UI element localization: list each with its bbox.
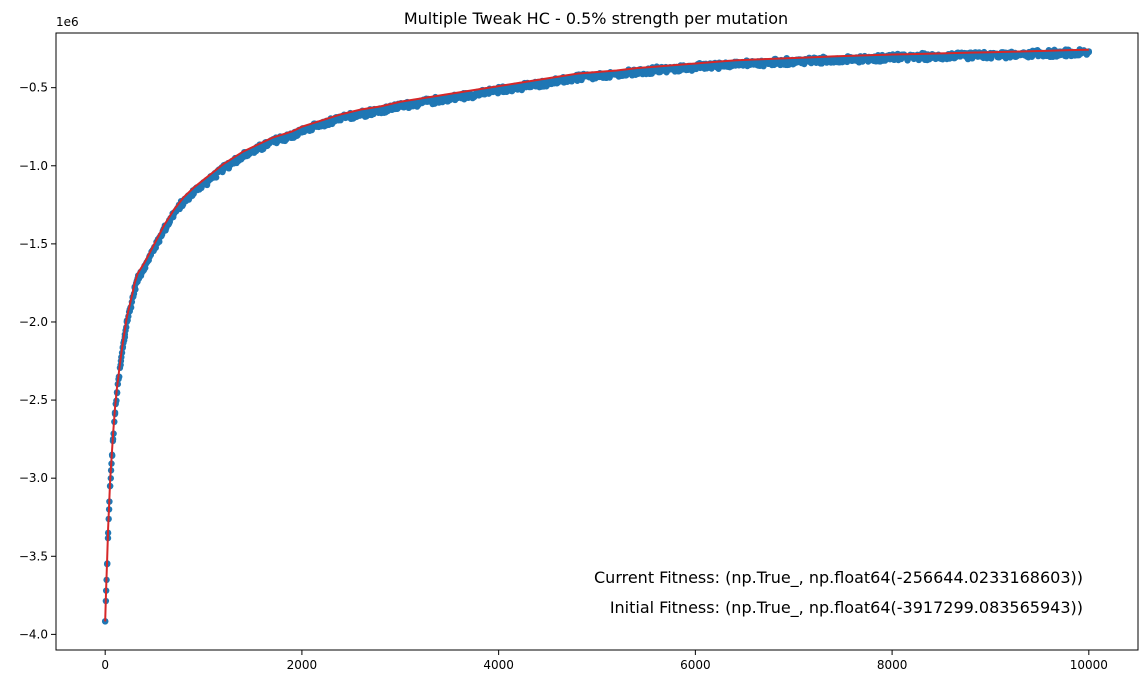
scatter-point — [416, 98, 424, 105]
y-tick-label: −1.5 — [19, 237, 48, 251]
scatter-point — [475, 89, 483, 96]
y-tick-label: −0.5 — [19, 81, 48, 95]
scatter-point — [554, 76, 561, 84]
y-tick-label: −3.5 — [19, 549, 48, 563]
y-tick-label: −2.0 — [19, 315, 48, 329]
scatter-point — [613, 70, 620, 77]
y-tick-label: −3.0 — [19, 471, 48, 485]
scatter-point — [397, 101, 404, 109]
scatter-point — [456, 92, 463, 99]
initial-fitness-annotation: Initial Fitness: (np.True_, np.float64(-… — [610, 598, 1083, 618]
y-tick-label: −1.0 — [19, 159, 48, 173]
x-tick-label: 8000 — [877, 658, 908, 672]
best-fitness-line — [104, 48, 1089, 622]
plot-area — [101, 46, 1093, 625]
x-tick-label: 4000 — [483, 658, 514, 672]
plot-frame — [55, 32, 1139, 651]
scatter-series — [101, 46, 1093, 625]
current-fitness-annotation: Current Fitness: (np.True_, np.float64(-… — [594, 568, 1083, 588]
y-tick-label: −2.5 — [19, 393, 48, 407]
x-tick-label: 2000 — [287, 658, 318, 672]
y-axis-offset-text: 1e6 — [56, 15, 79, 29]
scatter-point — [574, 73, 581, 80]
scatter-point — [495, 86, 502, 93]
x-tick-label: 0 — [101, 658, 109, 672]
x-tick-label: 6000 — [680, 658, 711, 672]
chart-title: Multiple Tweak HC - 0.5% strength per mu… — [404, 9, 788, 28]
scatter-point — [633, 68, 640, 75]
scatter-point — [436, 95, 443, 102]
y-axis: −4.0 −3.5 −3.0 −2.5 −2.0 −1.5 −1.0 −0.5 — [19, 81, 56, 641]
scatter-point — [515, 82, 522, 90]
scatter-point — [534, 79, 542, 87]
scatter-point — [357, 109, 365, 116]
scatter-point — [377, 106, 384, 113]
y-tick-label: −4.0 — [19, 627, 48, 641]
x-tick-label: 10000 — [1070, 658, 1108, 672]
scatter-point — [593, 71, 601, 79]
x-axis: 0 2000 4000 6000 8000 10000 — [101, 650, 1108, 672]
